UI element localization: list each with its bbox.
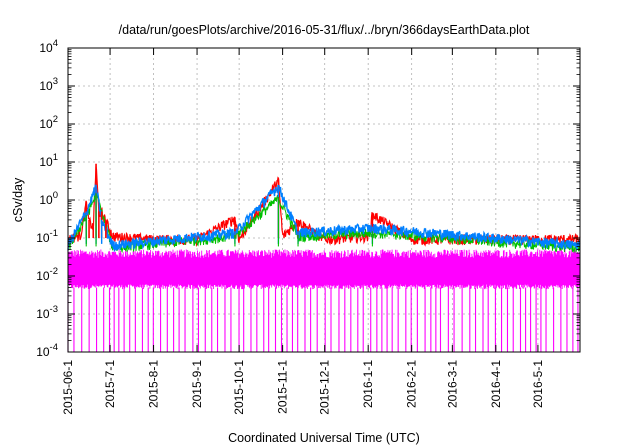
y-tick-label: 10-1: [36, 228, 58, 245]
x-tick-label: 2016-2-1: [405, 360, 419, 408]
y-tick-label: 101: [39, 152, 58, 169]
y-tick-label: 10-4: [36, 342, 58, 359]
x-tick-label: 2015-11-1: [276, 360, 290, 414]
y-tick-label: 102: [39, 114, 58, 131]
grid: [68, 48, 580, 352]
x-tick-label: 2016-3-1: [445, 360, 459, 408]
x-tick-label: 2015-8-1: [147, 360, 161, 408]
x-tick-label: 2015-7-1: [103, 360, 117, 408]
x-tick-label: 2016-5-1: [531, 360, 545, 408]
x-tick-label: 2015-10-1: [232, 360, 246, 415]
series-line: [67, 249, 581, 290]
chart-title: /data/run/goesPlots/archive/2016-05-31/f…: [119, 23, 530, 37]
y-axis-label: cSv/day: [11, 177, 25, 222]
data-series: [67, 163, 581, 352]
x-axis-label: Coordinated Universal Time (UTC): [228, 431, 420, 445]
y-tick-label: 100: [39, 190, 58, 207]
x-tick-label: 2015-12-1: [318, 360, 332, 415]
ticks: 10-4 10-3 10-2 10-1 100 101 102 103 104 2015-06-1…: [36, 38, 580, 415]
y-tick-label: 103: [39, 76, 58, 93]
x-tick-label: 2015-06-1: [61, 360, 75, 415]
x-tick-label: 2016-1-1: [361, 360, 375, 408]
series-dropouts: [67, 287, 579, 352]
x-tick-label: 2016-4-1: [489, 360, 503, 408]
series-line: [67, 183, 581, 253]
x-tick-label: 2015-9-1: [190, 360, 204, 408]
y-tick-label: 104: [39, 38, 58, 55]
y-tick-label: 10-2: [36, 266, 58, 283]
y-tick-label: 10-3: [36, 304, 58, 321]
